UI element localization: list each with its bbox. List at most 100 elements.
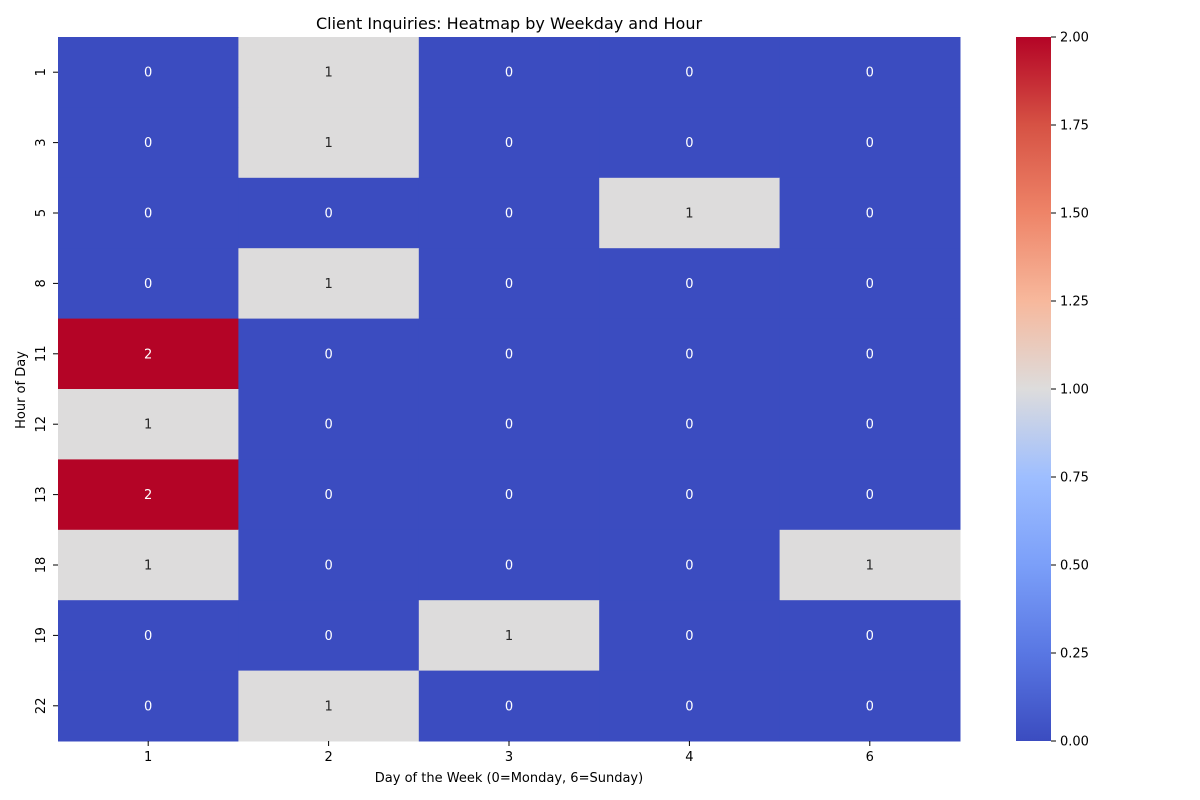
heatmap-cell-value: 0 <box>144 277 152 292</box>
heatmap-cell-value: 0 <box>505 136 513 151</box>
heatmap-cell-value: 0 <box>144 699 152 714</box>
heatmap-cell-value: 0 <box>866 488 874 503</box>
heatmap-cell-value: 0 <box>685 66 693 81</box>
x-tick-label: 1 <box>144 750 152 765</box>
heatmap-cell <box>599 459 781 531</box>
heatmap-cells <box>58 37 961 742</box>
heatmap-cell <box>58 459 239 531</box>
heatmap-cell-value: 0 <box>144 66 152 81</box>
heatmap-cell <box>238 248 420 320</box>
heatmap-cell-value: 0 <box>505 418 513 433</box>
heatmap-cell <box>418 318 600 390</box>
heatmap-cell-value: 1 <box>324 699 332 714</box>
heatmap-cell-value: 2 <box>144 347 152 362</box>
heatmap-cell <box>418 529 600 601</box>
heatmap-cell-value: 0 <box>324 347 332 362</box>
heatmap-cell <box>238 318 420 390</box>
heatmap-cell <box>238 389 420 460</box>
heatmap-cell-value: 0 <box>866 347 874 362</box>
heatmap-cell <box>779 670 961 742</box>
y-tick-label: 1 <box>34 68 49 76</box>
heatmap-cell <box>779 177 961 249</box>
y-tick-label: 8 <box>34 279 49 287</box>
heatmap-cell-value: 1 <box>505 629 513 644</box>
heatmap-cell-value: 1 <box>866 559 874 574</box>
heatmap-cell-value: 0 <box>505 559 513 574</box>
y-tick-label: 13 <box>34 486 49 503</box>
heatmap-cell-value: 0 <box>685 699 693 714</box>
heatmap-cell <box>779 107 961 179</box>
colorbar-tick-label: 0.25 <box>1060 647 1089 662</box>
heatmap-cell-value: 0 <box>324 418 332 433</box>
heatmap-cell <box>58 389 239 460</box>
heatmap-cell-labels: 0 1 0 0 0 0 1 0 0 0 0 0 0 1 0 0 1 0 0 0 2 0 0 0 0 1 0 0 0 0 2 0 0 0 0 1 0 0 0 1… <box>144 66 874 715</box>
heatmap-cell-value: 1 <box>324 136 332 151</box>
y-tick-label: 22 <box>34 698 49 715</box>
x-axis-ticks: 1 2 3 4 6 <box>144 741 874 765</box>
heatmap-cell <box>779 318 961 390</box>
heatmap-cell-value: 0 <box>144 629 152 644</box>
heatmap-cell-value: 0 <box>866 629 874 644</box>
heatmap-cell <box>418 670 600 742</box>
heatmap-cell <box>238 600 420 672</box>
heatmap-cell <box>779 459 961 531</box>
colorbar-tick-label: 1.00 <box>1060 383 1089 398</box>
heatmap-cell-value: 0 <box>505 347 513 362</box>
heatmap-cell <box>779 600 961 672</box>
heatmap-cell <box>58 670 239 742</box>
y-tick-label: 12 <box>34 416 49 433</box>
heatmap-cell-value: 0 <box>144 207 152 222</box>
heatmap-cell-value: 0 <box>685 629 693 644</box>
heatmap-cell-value: 0 <box>685 559 693 574</box>
heatmap-cell <box>599 177 781 249</box>
heatmap-cell <box>418 600 600 672</box>
heatmap-cell-value: 0 <box>324 488 332 503</box>
heatmap-cell-value: 0 <box>324 207 332 222</box>
heatmap-cell <box>238 670 420 742</box>
colorbar-tick-label: 2.00 <box>1060 31 1089 46</box>
heatmap-cell-value: 0 <box>866 66 874 81</box>
heatmap-cell-value: 2 <box>144 488 152 503</box>
heatmap-cell <box>58 600 239 672</box>
heatmap-cell <box>418 248 600 320</box>
y-tick-label: 5 <box>34 209 49 217</box>
chart-title: Client Inquiries: Heatmap by Weekday and… <box>316 14 702 33</box>
heatmap-cell <box>238 37 420 108</box>
heatmap-cell <box>779 389 961 460</box>
heatmap-cell <box>58 318 239 390</box>
colorbar-tick-label: 1.75 <box>1060 119 1089 134</box>
heatmap-cell-value: 0 <box>144 136 152 151</box>
heatmap-cell-value: 0 <box>324 629 332 644</box>
x-tick-label: 2 <box>324 750 332 765</box>
y-tick-label: 18 <box>34 557 49 574</box>
heatmap-cell <box>599 670 781 742</box>
heatmap-cell-value: 0 <box>866 277 874 292</box>
colorbar-tick-label: 1.25 <box>1060 295 1089 310</box>
heatmap-cell-value: 1 <box>324 66 332 81</box>
heatmap-cell-value: 0 <box>505 207 513 222</box>
heatmap-cell <box>779 529 961 601</box>
heatmap-cell <box>58 177 239 249</box>
heatmap-cell-value: 0 <box>866 699 874 714</box>
heatmap-cell <box>599 37 781 108</box>
x-tick-label: 3 <box>505 750 513 765</box>
x-tick-label: 4 <box>685 750 693 765</box>
colorbar-tick-label: 0.50 <box>1060 559 1089 574</box>
heatmap-cell <box>418 177 600 249</box>
heatmap-cell <box>418 389 600 460</box>
y-tick-label: 11 <box>34 346 49 363</box>
heatmap-cell-value: 0 <box>866 418 874 433</box>
y-tick-label: 3 <box>34 138 49 146</box>
x-tick-label: 6 <box>866 750 874 765</box>
heatmap-cell-value: 0 <box>685 136 693 151</box>
heatmap-cell-value: 0 <box>505 699 513 714</box>
x-axis-label: Day of the Week (0=Monday, 6=Sunday) <box>375 771 643 786</box>
heatmap-cell-value: 0 <box>685 277 693 292</box>
heatmap-cell <box>599 248 781 320</box>
heatmap-cell <box>58 37 239 108</box>
heatmap-cell-value: 1 <box>324 277 332 292</box>
heatmap-cell-value: 1 <box>144 559 152 574</box>
colorbar-tick-label: 0.00 <box>1060 735 1089 750</box>
